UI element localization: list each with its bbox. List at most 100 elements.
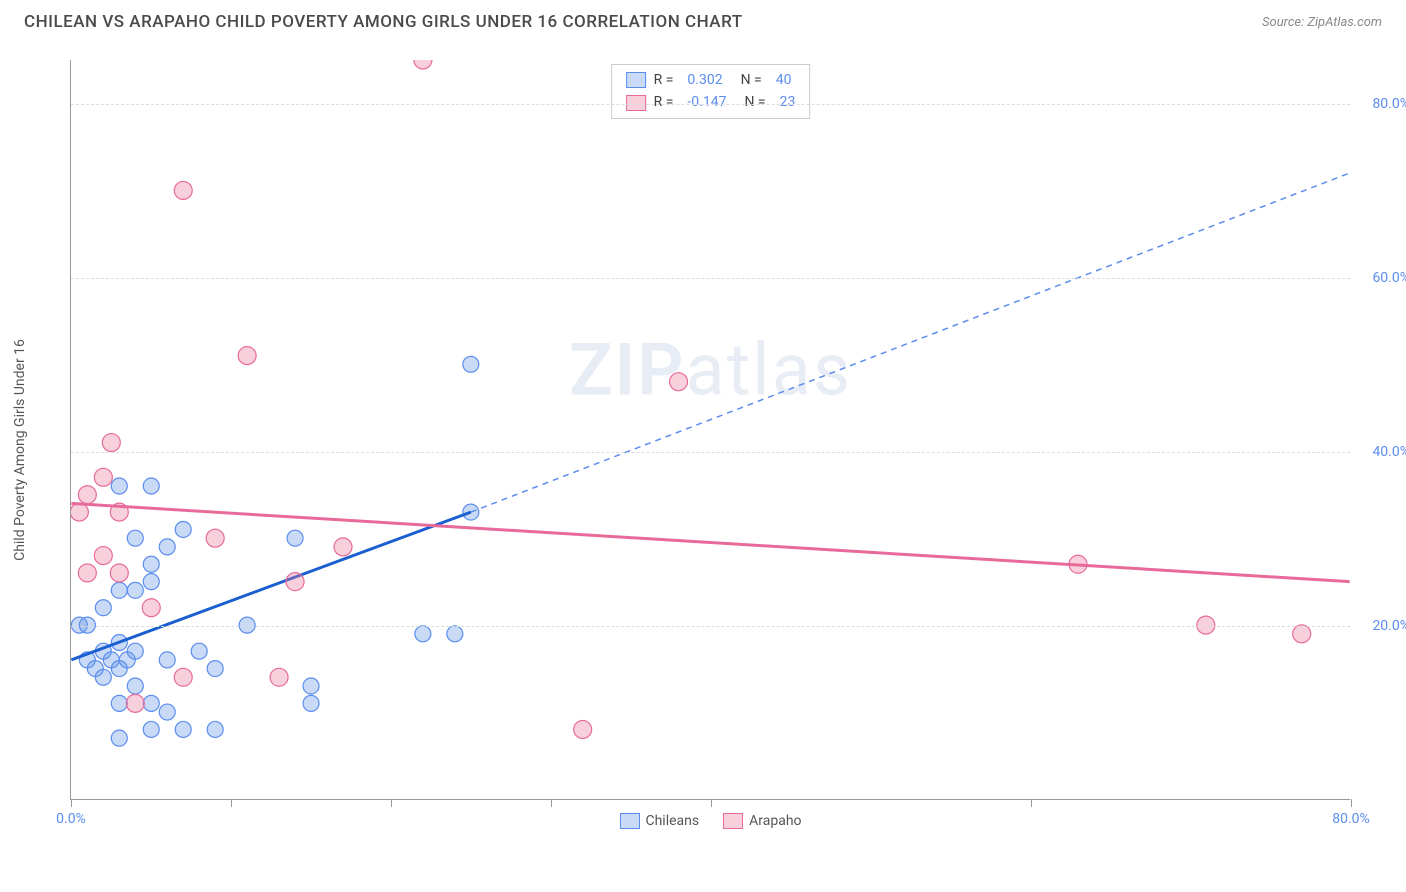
chart-title: CHILEAN VS ARAPAHO CHILD POVERTY AMONG G…	[24, 12, 743, 32]
scatter-point	[78, 486, 96, 504]
x-tick	[1031, 799, 1032, 807]
scatter-point	[207, 721, 223, 737]
scatter-point	[191, 643, 207, 659]
scatter-point	[127, 643, 143, 659]
scatter-point	[143, 478, 159, 494]
y-tick-label: 20.0%	[1372, 618, 1406, 634]
chart-container: Child Poverty Among Girls Under 16 ZIPat…	[50, 60, 1380, 840]
gridline-h	[71, 452, 1350, 453]
scatter-point	[270, 668, 288, 686]
scatter-point	[142, 599, 160, 617]
scatter-point	[286, 573, 304, 591]
scatter-point	[143, 574, 159, 590]
scatter-point	[174, 668, 192, 686]
trend-line	[71, 512, 470, 660]
scatter-point	[447, 626, 463, 642]
series-legend-label: Arapaho	[749, 813, 801, 829]
x-tick	[711, 799, 712, 807]
y-tick-label: 60.0%	[1372, 270, 1406, 286]
x-tick	[1351, 799, 1352, 807]
legend-r-label: R =	[654, 69, 674, 91]
scatter-point	[127, 582, 143, 598]
stats-legend-row: R = 0.302 N = 40	[626, 69, 796, 91]
x-tick-label: 0.0%	[56, 811, 86, 827]
y-axis-label: Child Poverty Among Girls Under 16	[12, 339, 28, 561]
scatter-point	[110, 503, 128, 521]
scatter-point	[159, 704, 175, 720]
scatter-point	[103, 652, 119, 668]
legend-swatch	[626, 72, 646, 88]
legend-n-label: N =	[741, 69, 762, 91]
scatter-point	[126, 694, 144, 712]
legend-n-value: 40	[776, 69, 792, 91]
series-legend: Chileans Arapaho	[619, 813, 801, 829]
scatter-point	[94, 547, 112, 565]
scatter-point	[111, 635, 127, 651]
series-legend-item: Chileans	[619, 813, 699, 829]
x-tick	[391, 799, 392, 807]
plot-area: ZIPatlas R =0.302 N =40 R =-0.147 N =23 …	[70, 60, 1350, 800]
scatter-point	[207, 661, 223, 677]
scatter-point	[94, 468, 112, 486]
scatter-point	[143, 695, 159, 711]
y-tick-label: 40.0%	[1372, 444, 1406, 460]
scatter-point	[206, 529, 224, 547]
gridline-h	[71, 626, 1350, 627]
scatter-point	[87, 661, 103, 677]
scatter-point	[175, 721, 191, 737]
scatter-point	[71, 503, 88, 521]
scatter-point	[174, 181, 192, 199]
legend-r-value: 0.302	[687, 69, 722, 91]
chart-svg	[71, 60, 1350, 799]
scatter-point	[159, 539, 175, 555]
scatter-point	[303, 678, 319, 694]
scatter-point	[463, 504, 479, 520]
scatter-point	[415, 626, 431, 642]
scatter-point	[119, 652, 135, 668]
scatter-point	[111, 478, 127, 494]
scatter-point	[111, 730, 127, 746]
scatter-point	[127, 530, 143, 546]
scatter-point	[95, 600, 111, 616]
gridline-h	[71, 278, 1350, 279]
series-legend-item: Arapaho	[723, 813, 801, 829]
series-legend-label: Chileans	[645, 813, 699, 829]
watermark: ZIPatlas	[569, 328, 852, 413]
scatter-point	[78, 564, 96, 582]
scatter-point	[111, 695, 127, 711]
gridline-h	[71, 104, 1350, 105]
scatter-point	[287, 530, 303, 546]
x-tick	[551, 799, 552, 807]
x-tick-label: 80.0%	[1332, 811, 1370, 827]
chart-header: CHILEAN VS ARAPAHO CHILD POVERTY AMONG G…	[0, 0, 1406, 40]
scatter-point	[95, 669, 111, 685]
scatter-point	[334, 538, 352, 556]
scatter-point	[127, 678, 143, 694]
scatter-point	[238, 347, 256, 365]
legend-swatch	[723, 813, 743, 829]
scatter-point	[111, 661, 127, 677]
scatter-point	[143, 556, 159, 572]
scatter-point	[303, 695, 319, 711]
scatter-point	[110, 564, 128, 582]
scatter-point	[143, 721, 159, 737]
scatter-point	[111, 582, 127, 598]
scatter-point	[159, 652, 175, 668]
scatter-point	[102, 434, 120, 452]
y-tick-label: 80.0%	[1372, 96, 1406, 112]
scatter-point	[574, 720, 592, 738]
scatter-point	[1293, 625, 1311, 643]
scatter-point	[463, 356, 479, 372]
scatter-point	[414, 60, 432, 69]
legend-swatch	[619, 813, 639, 829]
scatter-point	[670, 373, 688, 391]
scatter-point	[79, 652, 95, 668]
x-tick	[231, 799, 232, 807]
chart-source: Source: ZipAtlas.com	[1262, 15, 1382, 30]
scatter-point	[1069, 555, 1087, 573]
trend-line	[471, 173, 1350, 512]
stats-legend: R =0.302 N =40 R =-0.147 N =23	[611, 64, 811, 119]
scatter-point	[175, 521, 191, 537]
scatter-point	[95, 643, 111, 659]
trend-line	[71, 503, 1349, 581]
